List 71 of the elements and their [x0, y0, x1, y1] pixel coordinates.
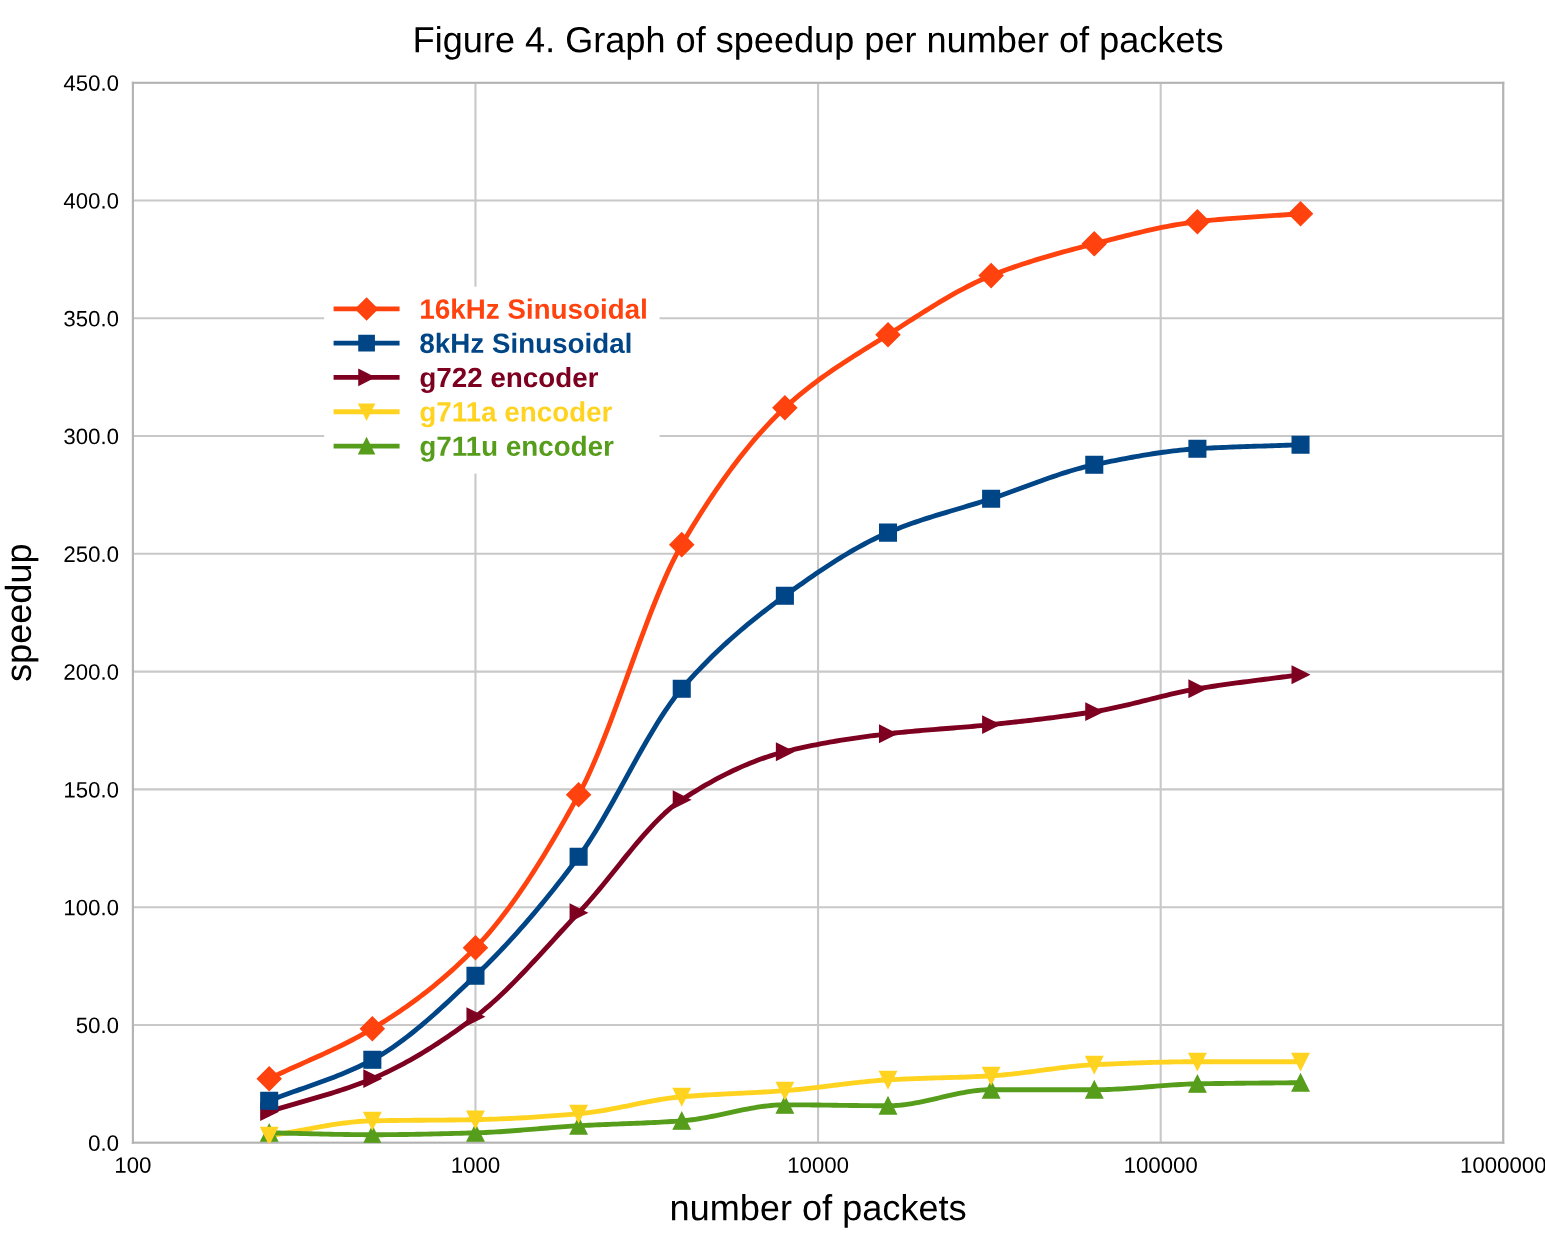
point: [1291, 1052, 1310, 1071]
point: [978, 263, 1004, 289]
point: [1291, 1073, 1310, 1092]
point: [466, 1007, 485, 1026]
point: [982, 1080, 1001, 1099]
point: [878, 1096, 898, 1115]
point: [1188, 1052, 1207, 1071]
y-tick-label: 250.0: [64, 546, 119, 563]
point: [1085, 1080, 1104, 1099]
point: [363, 1050, 382, 1069]
point: [466, 1110, 485, 1129]
point: [466, 966, 485, 985]
x-tick-label: 1000000: [1461, 1157, 1545, 1173]
x-tick-label: 1000: [452, 1157, 500, 1173]
point: [569, 847, 588, 866]
y-tick-label: 450.0: [63, 75, 119, 91]
x-tick-label: 10000: [788, 1157, 849, 1173]
point: [1085, 702, 1104, 721]
point: [672, 1111, 691, 1130]
point: [1288, 201, 1314, 227]
point: [359, 1016, 385, 1042]
y-tick-label: 50.0: [76, 1017, 119, 1034]
point: [1291, 435, 1310, 454]
x-tick-label: 100: [116, 1157, 151, 1173]
point: [569, 1104, 588, 1123]
point: [363, 1111, 382, 1130]
point: [878, 523, 898, 542]
point: [982, 489, 1001, 508]
point: [1188, 439, 1207, 458]
legend-label: 16kHz Sinusoidal: [421, 298, 646, 319]
point: [1188, 679, 1207, 698]
y-tick-label: 200.0: [64, 664, 119, 680]
point: [672, 1087, 691, 1106]
point: [1085, 1055, 1104, 1074]
legend-label: 8kHz Sinusoidal: [420, 332, 631, 354]
point: [772, 395, 798, 421]
y-tick-label: 0.0: [88, 1135, 119, 1152]
point: [363, 1069, 382, 1088]
point: [669, 532, 695, 558]
x-axis-title: number of packets: [671, 1194, 966, 1228]
point: [260, 1091, 279, 1110]
legend-label: g722 encoder: [420, 366, 599, 393]
point: [878, 724, 898, 743]
point: [672, 679, 691, 698]
point: [569, 903, 588, 922]
y-tick-label: 350.0: [64, 310, 119, 327]
point: [982, 1066, 1001, 1085]
point: [1081, 231, 1107, 257]
legend-label: g711u encoder: [420, 435, 614, 462]
point: [775, 1081, 794, 1100]
y-tick-label: 400.0: [63, 193, 119, 209]
point: [878, 1070, 898, 1089]
y-tick-label: 150.0: [65, 781, 119, 798]
point: [1184, 209, 1210, 235]
chart-title: Figure 4. Graph of speedup per number of packets: [415, 25, 1223, 60]
point: [672, 790, 691, 809]
point: [775, 1095, 794, 1114]
point: [1291, 665, 1310, 684]
point: [775, 586, 794, 605]
point: [462, 935, 488, 961]
y-tick-label: 300.0: [64, 428, 119, 445]
y-tick-label: 100.0: [65, 899, 119, 916]
legend-label: g711a encoder: [420, 401, 612, 428]
point: [1188, 1074, 1207, 1093]
x-tick-label: 100000: [1125, 1157, 1197, 1173]
point: [875, 322, 901, 348]
y-axis-title: speedup: [4, 544, 39, 681]
point: [775, 742, 794, 761]
point: [566, 782, 592, 808]
point: [1085, 455, 1104, 474]
point: [256, 1066, 282, 1092]
